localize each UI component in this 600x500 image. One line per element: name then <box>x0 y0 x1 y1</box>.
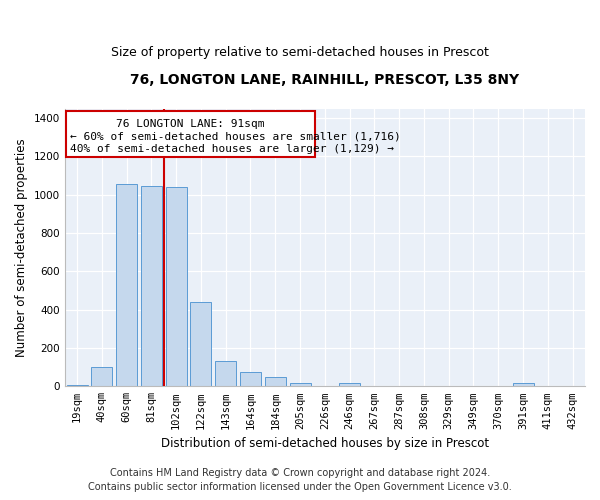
Bar <box>339 384 360 386</box>
Bar <box>166 187 187 386</box>
Bar <box>116 184 137 386</box>
Y-axis label: Number of semi-detached properties: Number of semi-detached properties <box>15 138 28 356</box>
Bar <box>240 372 261 386</box>
Bar <box>290 384 311 386</box>
X-axis label: Distribution of semi-detached houses by size in Prescot: Distribution of semi-detached houses by … <box>161 437 489 450</box>
Text: 76 LONGTON LANE: 91sqm: 76 LONGTON LANE: 91sqm <box>116 119 265 129</box>
Text: Contains HM Land Registry data © Crown copyright and database right 2024.
Contai: Contains HM Land Registry data © Crown c… <box>88 468 512 492</box>
Text: Size of property relative to semi-detached houses in Prescot: Size of property relative to semi-detach… <box>111 46 489 59</box>
Bar <box>141 186 162 386</box>
Bar <box>91 367 112 386</box>
Bar <box>215 362 236 386</box>
Title: 76, LONGTON LANE, RAINHILL, PRESCOT, L35 8NY: 76, LONGTON LANE, RAINHILL, PRESCOT, L35… <box>130 72 520 86</box>
Text: 40% of semi-detached houses are larger (1,129) →: 40% of semi-detached houses are larger (… <box>70 144 394 154</box>
Text: ← 60% of semi-detached houses are smaller (1,716): ← 60% of semi-detached houses are smalle… <box>70 132 400 141</box>
Bar <box>512 384 533 386</box>
FancyBboxPatch shape <box>66 112 315 158</box>
Bar <box>265 376 286 386</box>
Bar <box>190 302 211 386</box>
